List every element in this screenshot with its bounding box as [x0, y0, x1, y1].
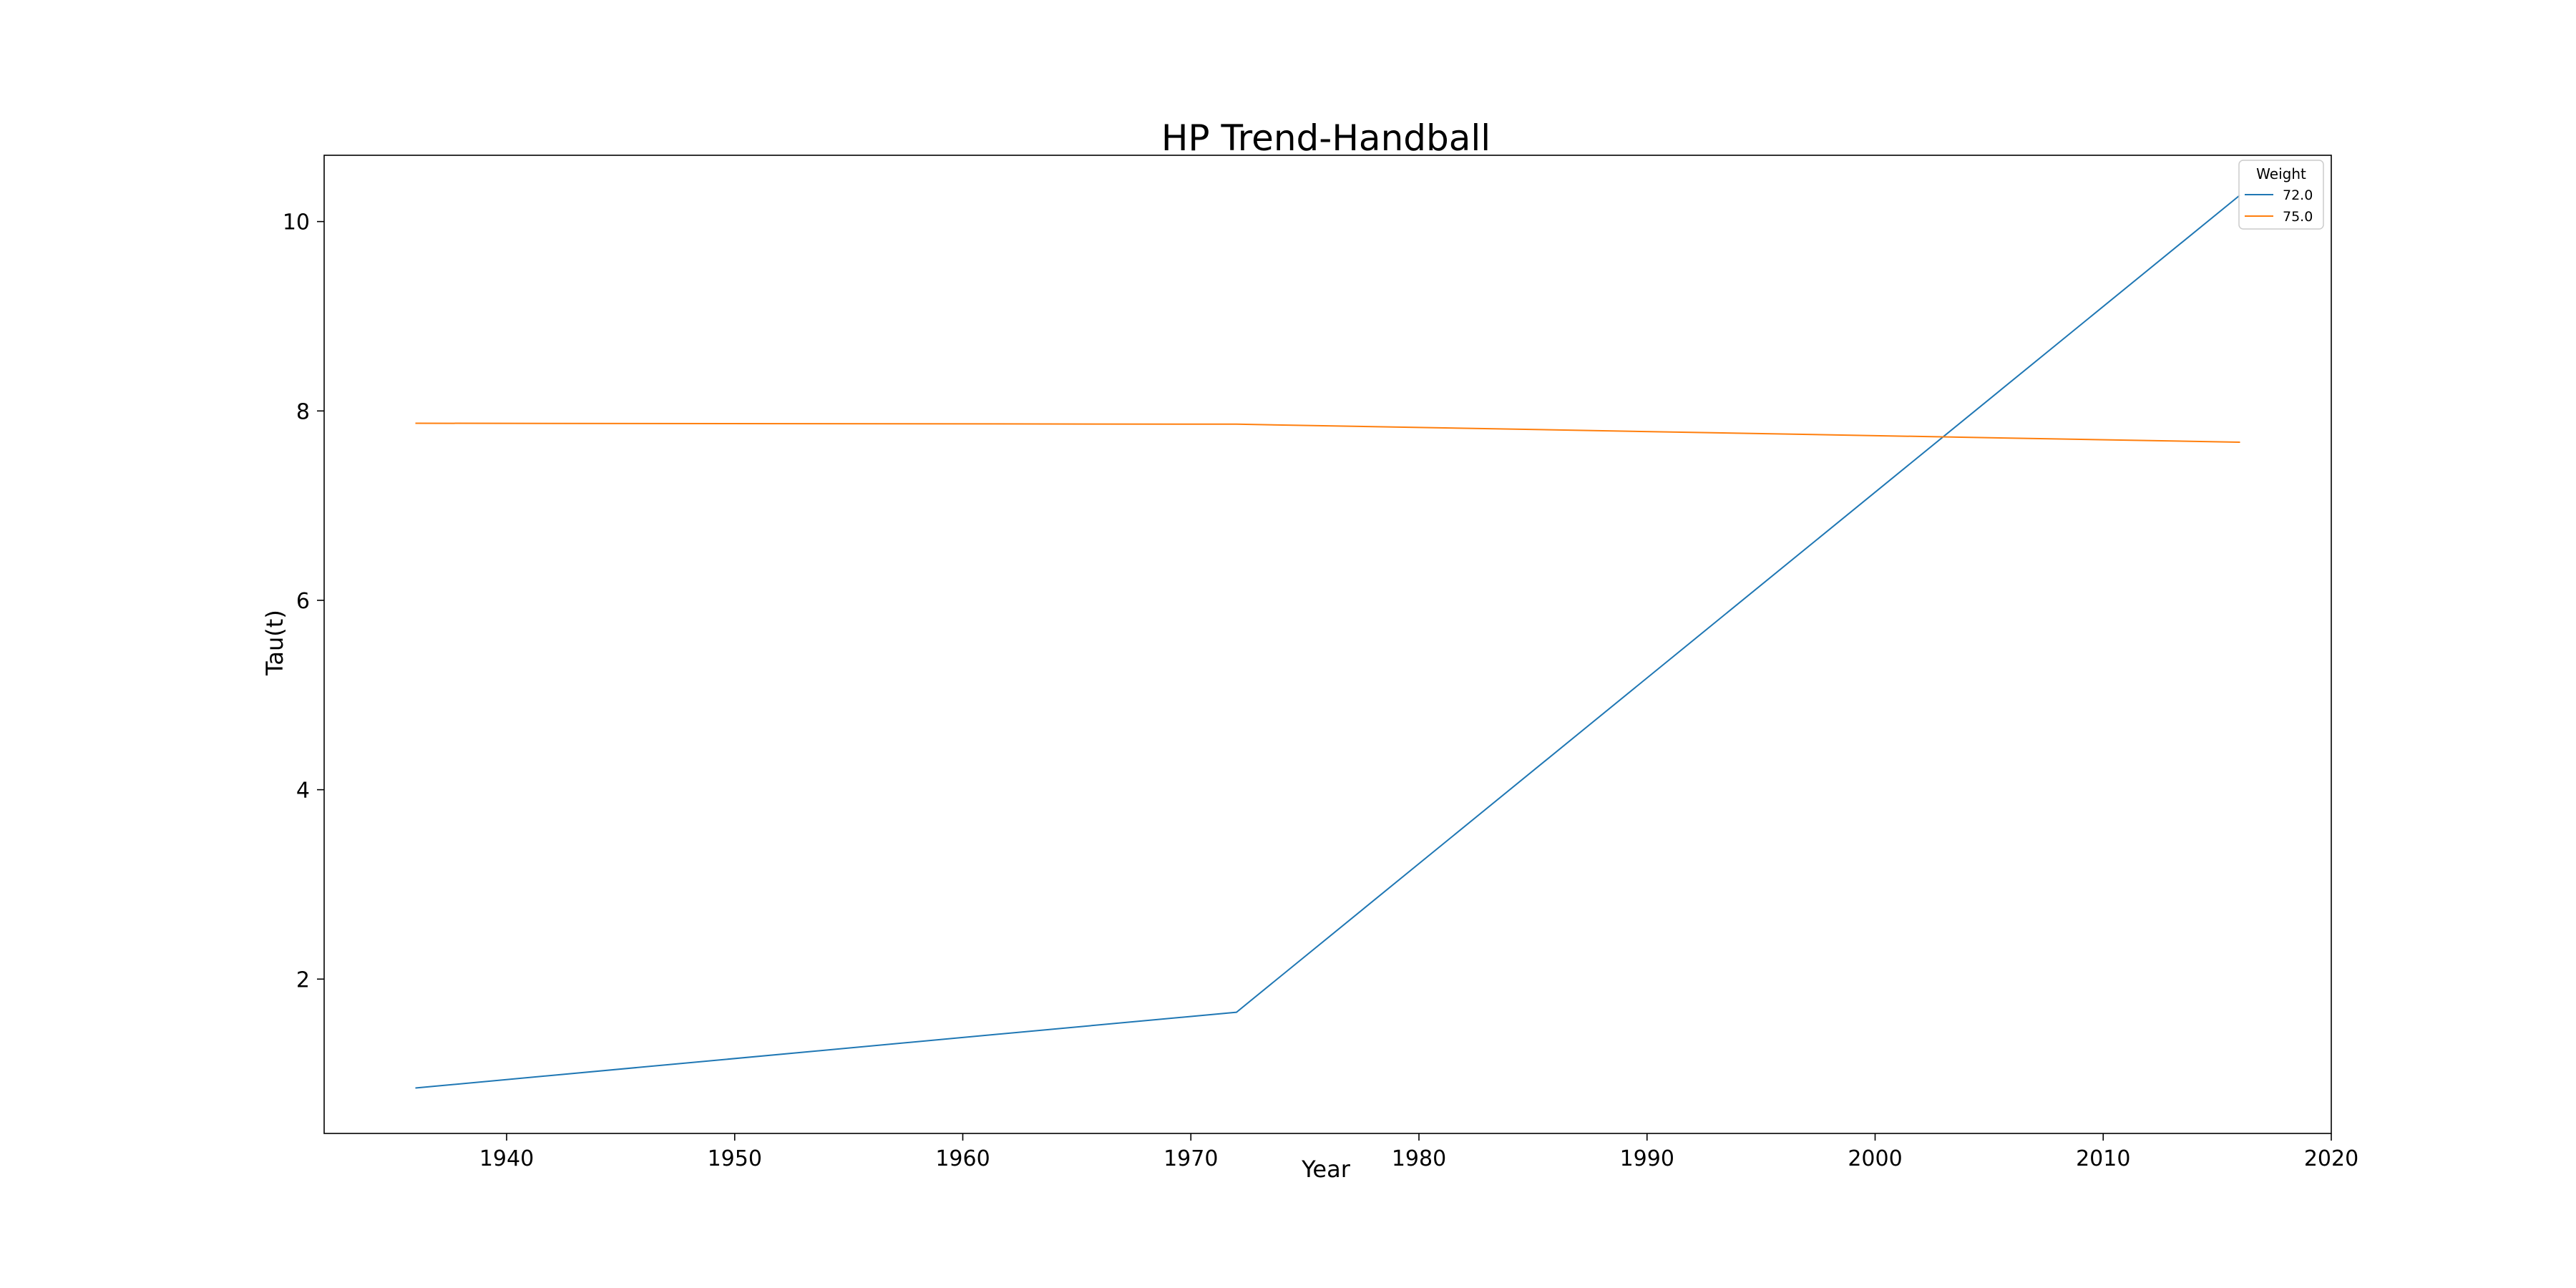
axes: 1940 1950 1960 1970 1980 1990 2000 2010 2020 2 4 6 8…: [283, 155, 2358, 1171]
x-tick-label: 1940: [479, 1146, 534, 1171]
legend-label: 72.0: [2283, 187, 2313, 203]
x-tick-label: 1980: [1392, 1146, 1446, 1171]
x-axis-label: Year: [1301, 1156, 1351, 1183]
x-tick-label: 1950: [708, 1146, 762, 1171]
x-tick-label: 1970: [1163, 1146, 1218, 1171]
legend-box: [2238, 160, 2324, 230]
y-axis-label: Tau(t): [261, 610, 288, 676]
y-tick-label: 6: [296, 589, 310, 614]
x-tick-label: 2010: [2076, 1146, 2130, 1171]
x-tick-label: 1960: [935, 1146, 990, 1171]
series-line-75.0: [415, 422, 2240, 443]
y-tick-label: 2: [296, 967, 310, 992]
x-tick-label: 2000: [1848, 1146, 1902, 1171]
y-tick-label: 8: [296, 399, 310, 424]
legend-title: Weight: [2256, 165, 2306, 182]
series-layer: [415, 194, 2241, 1089]
legend-label: 75.0: [2283, 209, 2313, 225]
y-tick-label: 10: [283, 210, 310, 235]
legend-items: 72.0 75.0: [2245, 187, 2313, 225]
legend: Weight 72.0 75.0: [2238, 160, 2324, 230]
chart-title: HP Trend-Handball: [1161, 117, 1491, 159]
x-tick-label: 2020: [2304, 1146, 2358, 1171]
x-tick-label: 1990: [1620, 1146, 1674, 1171]
plot-frame: [323, 155, 2332, 1134]
series-line-72.0: [415, 194, 2241, 1089]
y-tick-label: 4: [296, 779, 310, 804]
